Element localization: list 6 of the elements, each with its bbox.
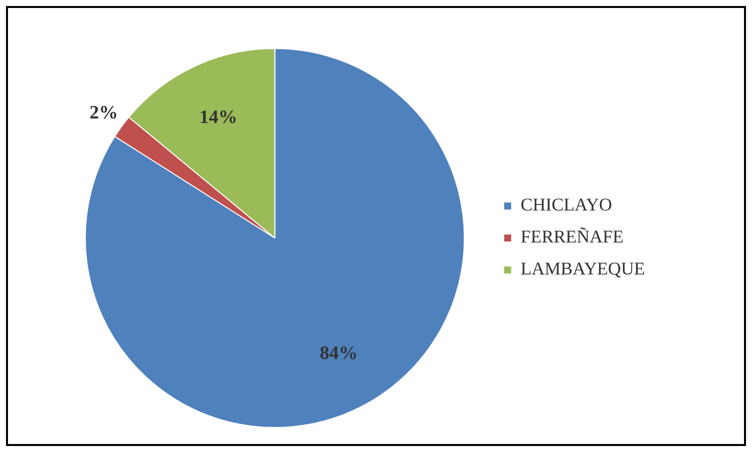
legend-label: CHICLAYO xyxy=(520,194,612,215)
data-label: 84% xyxy=(320,343,358,364)
legend-label: FERREÑAFE xyxy=(520,226,624,247)
data-label: 14% xyxy=(199,106,238,128)
legend-label: LAMBAYEQUE xyxy=(520,258,646,279)
data-label: 2% xyxy=(89,102,118,124)
